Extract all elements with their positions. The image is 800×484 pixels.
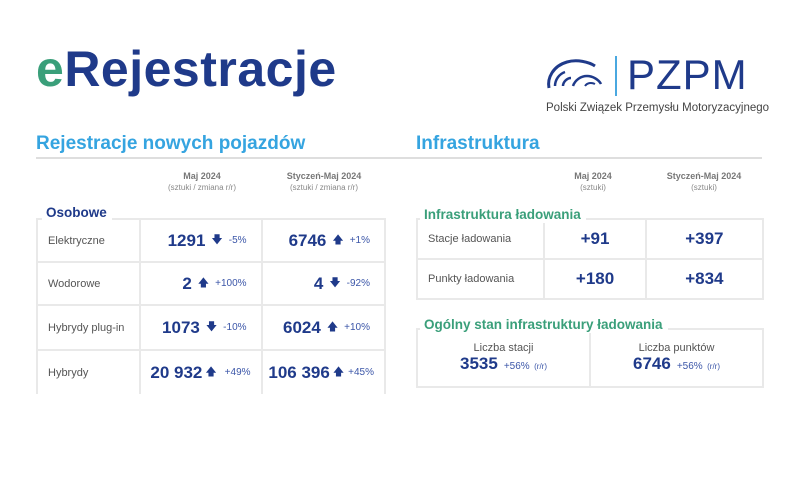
value: 1073 bbox=[162, 317, 200, 337]
group-label-osobowe: Osobowe bbox=[42, 205, 112, 221]
change: -10% bbox=[223, 322, 247, 333]
value: 2 bbox=[182, 273, 192, 293]
registrations-table: Elektryczne 1291 🡇 -5% 6746 🡅 +1% Wodorowe 2… bbox=[35, 218, 387, 394]
stations-change: +56% bbox=[503, 361, 530, 372]
arrow-down-icon: 🡇 bbox=[211, 234, 223, 246]
overall-status-box: Liczba stacji 3535 +56% (r/r) Liczba punk… bbox=[416, 328, 764, 388]
arrow-up-icon: 🡅 bbox=[197, 277, 210, 289]
row-label: Hybrydy bbox=[35, 349, 142, 394]
change: +1% bbox=[349, 235, 370, 246]
table-row: Stacje ładowania +91 +397 bbox=[415, 218, 765, 260]
logo-divider bbox=[615, 56, 617, 96]
points-period: (r/r) bbox=[707, 362, 721, 371]
cell-ytd: +397 bbox=[644, 218, 765, 260]
col-subtitle: (sztuki) bbox=[580, 183, 606, 192]
cell-ytd: +834 bbox=[644, 258, 765, 300]
change: +45% bbox=[348, 367, 374, 378]
cell-may: 20 932 🡅 +49% bbox=[139, 349, 263, 394]
cell-may: +91 bbox=[543, 218, 647, 260]
arrow-up-icon: 🡅 bbox=[326, 321, 339, 333]
points-summary: Liczba punktów 6746 +56% (r/r) bbox=[589, 330, 762, 386]
pzpm-logo: PZPM Polski Związek Przemysłu Motoryzacy… bbox=[545, 52, 770, 120]
points-value: 6746 bbox=[632, 354, 671, 373]
value: 1291 bbox=[167, 230, 206, 250]
points-label: Liczba punktów bbox=[638, 342, 715, 354]
infrastructure-title: Infrastruktura bbox=[416, 133, 540, 154]
stations-summary: Liczba stacji 3535 +56% (r/r) bbox=[418, 330, 589, 386]
cell-may: +180 bbox=[543, 258, 647, 300]
table-row: Elektryczne 1291 🡇 -5% 6746 🡅 +1% bbox=[35, 218, 387, 263]
value: 6024 bbox=[283, 317, 321, 337]
cell-may: 1291 🡇 -5% bbox=[139, 218, 263, 263]
value: 4 bbox=[313, 273, 324, 293]
car-outline-icon bbox=[547, 59, 603, 89]
value: 20 932 bbox=[150, 362, 203, 382]
logo-subtitle: Polski Związek Przemysłu Motoryzacyjnego bbox=[546, 102, 770, 114]
arrow-up-icon: 🡅 bbox=[332, 366, 345, 378]
col-subtitle: (sztuki / zmiana r/r) bbox=[167, 183, 236, 192]
title-prefix: e bbox=[36, 41, 65, 97]
col-title: Maj 2024 bbox=[183, 171, 221, 181]
stations-label: Liczba stacji bbox=[473, 342, 534, 354]
logo-text: PZPM bbox=[627, 51, 748, 98]
cell-may: 2 🡅 +100% bbox=[139, 261, 263, 306]
registrations-title: Rejestracje nowych pojazdów bbox=[36, 133, 306, 154]
cell-ytd: 6024 🡅 +10% bbox=[260, 304, 387, 351]
col-subtitle: (sztuki) bbox=[691, 183, 717, 192]
col-subtitle: (sztuki / zmiana r/r) bbox=[289, 183, 358, 192]
col-title: Styczeń-Maj 2024 bbox=[666, 171, 742, 181]
title-rest: Rejestracje bbox=[64, 41, 337, 97]
stations-value: 3535 bbox=[459, 354, 498, 373]
section-divider bbox=[36, 157, 762, 159]
change: +10% bbox=[344, 322, 370, 333]
change: -92% bbox=[346, 278, 370, 289]
change: +100% bbox=[215, 278, 247, 289]
table-row: Wodorowe 2 🡅 +100% 4 🡇 -92% bbox=[35, 261, 387, 306]
group-label-charging: Infrastruktura ładowania bbox=[420, 207, 586, 223]
group-label-overall: Ogólny stan infrastruktury ładowania bbox=[420, 317, 668, 333]
page-title: eRejestracje bbox=[36, 44, 337, 94]
arrow-up-icon: 🡅 bbox=[332, 234, 344, 246]
cell-ytd: 6746 🡅 +1% bbox=[260, 218, 387, 263]
col-head-may: Maj 2024 (sztuki / zmiana r/r) bbox=[140, 170, 264, 194]
value: 6746 bbox=[288, 230, 327, 250]
row-label: Stacje ładowania bbox=[415, 218, 546, 260]
infrastructure-table: Stacje ładowania +91 +397 Punkty ładowan… bbox=[415, 218, 765, 300]
arrow-down-icon: 🡇 bbox=[205, 321, 218, 333]
row-label: Wodorowe bbox=[35, 261, 142, 306]
cell-may: 1073 🡇 -10% bbox=[139, 304, 263, 351]
change: +49% bbox=[224, 367, 251, 378]
points-change: +56% bbox=[676, 361, 703, 372]
infra-col-head-ytd: Styczeń-Maj 2024 (sztuki) bbox=[645, 170, 763, 194]
col-head-ytd: Styczeń-Maj 2024 (sztuki / zmiana r/r) bbox=[262, 170, 386, 194]
col-title: Maj 2024 bbox=[574, 171, 612, 181]
table-row: Hybrydy 20 932 🡅 +49% 106 396 🡅 +45% bbox=[35, 349, 387, 394]
stations-period: (r/r) bbox=[534, 362, 548, 371]
arrow-down-icon: 🡇 bbox=[329, 277, 341, 289]
col-title: Styczeń-Maj 2024 bbox=[286, 171, 362, 181]
row-label: Punkty ładowania bbox=[415, 258, 546, 300]
table-row: Punkty ładowania +180 +834 bbox=[415, 258, 765, 300]
infra-col-head-may: Maj 2024 (sztuki) bbox=[543, 170, 643, 194]
cell-ytd: 106 396 🡅 +45% bbox=[260, 349, 387, 394]
row-label: Elektryczne bbox=[35, 218, 142, 263]
row-label: Hybrydy plug-in bbox=[35, 304, 142, 351]
arrow-up-icon: 🡅 bbox=[205, 366, 217, 378]
cell-ytd: 4 🡇 -92% bbox=[260, 261, 387, 306]
table-row: Hybrydy plug-in 1073 🡇 -10% 6024 🡅 +10% bbox=[35, 304, 387, 351]
value: 106 396 bbox=[268, 362, 330, 382]
change: -5% bbox=[228, 235, 247, 246]
